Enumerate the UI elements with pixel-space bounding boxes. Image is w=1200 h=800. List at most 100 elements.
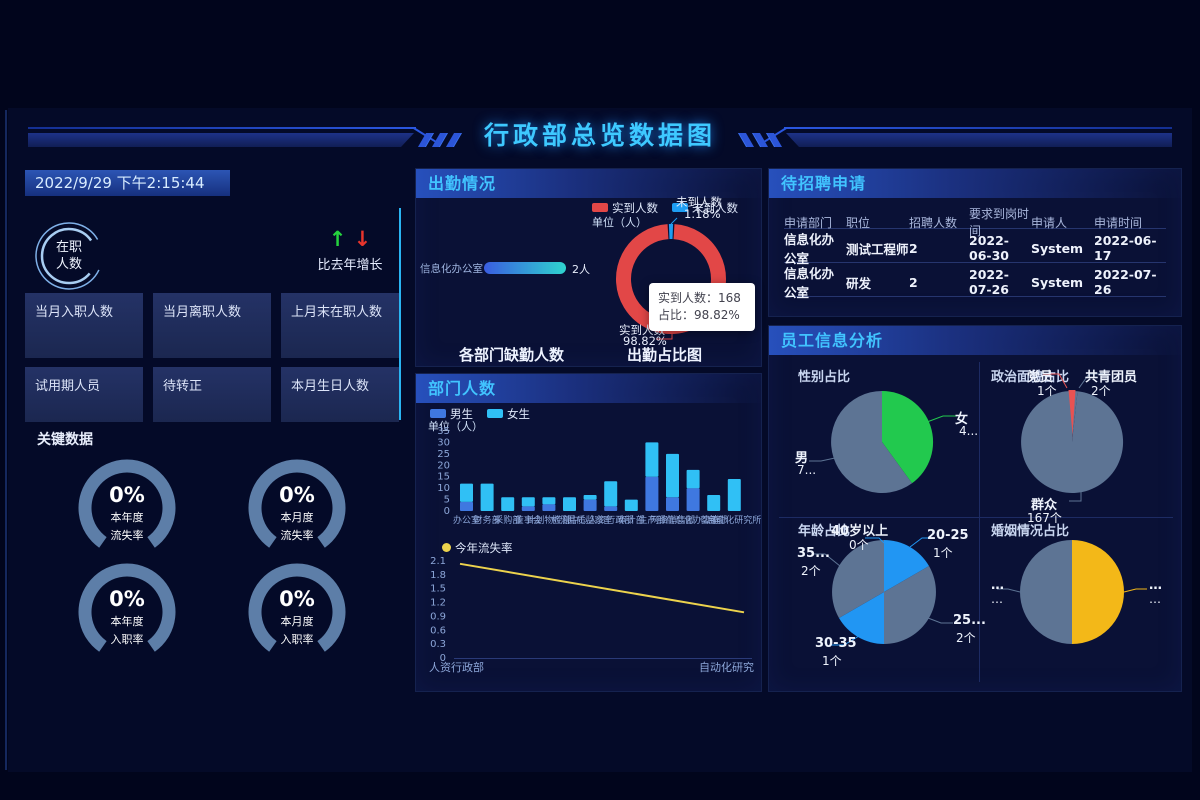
svg-text:网络销售部: 网络销售部 xyxy=(650,514,695,526)
recruitment-panel: 待招聘申请 申请部门 职位 招聘人数 要求到岗时间 申请人 申请时间 信息化办公… xyxy=(768,168,1182,317)
vertical-divider xyxy=(979,362,980,682)
svg-text:品质监察室: 品质监察室 xyxy=(568,514,613,526)
table-header-row: 申请部门 职位 招聘人数 要求到岗时间 申请人 申请时间 xyxy=(784,205,1166,238)
horizontal-divider xyxy=(779,517,1173,518)
political-pie-chart[interactable] xyxy=(979,362,1179,517)
bar-legend: 男生 女生 xyxy=(430,406,530,422)
key-data-heading: 关键数据 xyxy=(37,432,93,448)
age-pie-chart[interactable] xyxy=(779,517,979,683)
column-header: 申请部门 xyxy=(784,215,833,230)
stat-card-label: 当月入职人数 xyxy=(35,305,114,320)
gauge-yearly-attrition[interactable]: 0% 本年度 流失率 xyxy=(72,453,182,563)
gauge-value: 0% xyxy=(279,483,315,507)
gauge-metric: 入职率 xyxy=(110,633,144,646)
gauge-monthly-hiring[interactable]: 0% 本月度 入职率 xyxy=(242,557,352,667)
stat-card-probation[interactable]: 试用期人员 xyxy=(25,367,143,422)
absence-bar[interactable] xyxy=(484,262,566,274)
svg-text:0.9: 0.9 xyxy=(430,611,446,622)
stat-card-last-month-headcount[interactable]: 上月末在职人数 xyxy=(281,293,399,358)
legend-item-male[interactable]: 男生 xyxy=(430,406,473,422)
gauge-period: 本年度 xyxy=(110,615,144,628)
employee-panel-header: 员工信息分析 xyxy=(769,326,1181,355)
arrow-down-icon: ↓ xyxy=(353,227,372,251)
quadrant-title-age: 年龄占比 xyxy=(798,524,851,539)
svg-text:1.5: 1.5 xyxy=(430,584,446,595)
onduty-label-line1: 在职 xyxy=(55,240,82,255)
panel-title: 出勤情况 xyxy=(428,174,497,193)
onduty-circle-decoration xyxy=(35,222,100,290)
table-cell: 2022-06-30 xyxy=(969,233,1009,263)
legend-label: 未到人数 xyxy=(692,201,738,215)
donut-pct-absent: 1.18% xyxy=(684,207,721,221)
recruit-table-body: 信息化办公室 测试工程师 2 2022-06-30 System 2022-06-17 信息… xyxy=(784,228,1166,300)
absence-bar-category: 信息化办公室 xyxy=(420,263,483,275)
attrition-line-chart[interactable]: 0 0.3 0.6 0.9 1.2 1.5 1.8 2.1 人资行政部 自动化研究 xyxy=(416,554,761,689)
svg-text:信息化办公室: 信息化办公室 xyxy=(666,514,720,526)
gauge-period: 本月度 xyxy=(280,615,314,628)
table-cell: System xyxy=(1031,274,1084,290)
svg-text:2.1: 2.1 xyxy=(430,556,446,567)
gauge-yearly-hiring[interactable]: 0% 本年度 入职率 xyxy=(72,557,182,667)
donut-legend: 实到人数 未到人数 xyxy=(592,200,738,216)
svg-text:人资行政部: 人资行政部 xyxy=(588,514,633,526)
legend-item-attrition[interactable]: 今年流失率 xyxy=(442,540,513,556)
svg-text:生产部: 生产部 xyxy=(638,514,665,526)
svg-text:30: 30 xyxy=(437,437,450,448)
unit-label: 单位（人） xyxy=(428,420,483,433)
table-cell: 2022-07-26 xyxy=(969,267,1009,297)
absence-bar-value: 2人 xyxy=(572,263,590,276)
stat-card-label: 试用期人员 xyxy=(35,379,101,394)
svg-text:检测中心: 检测中心 xyxy=(551,514,587,526)
stat-card-left-this-month[interactable]: 当月离职人数 xyxy=(153,293,271,358)
svg-text:0.3: 0.3 xyxy=(430,639,446,650)
svg-text:财务部: 财务部 xyxy=(474,514,501,526)
svg-text:人资行政部: 人资行政部 xyxy=(429,660,484,674)
svg-text:0: 0 xyxy=(444,506,450,517)
gauge-metric: 流失率 xyxy=(110,529,144,542)
column-header: 申请时间 xyxy=(1094,215,1143,230)
svg-text:0: 0 xyxy=(440,653,446,664)
column-header: 申请人 xyxy=(1031,215,1068,230)
table-row[interactable]: 信息化办公室 研发 2 2022-07-26 System 2022-07-26 xyxy=(784,262,1166,300)
marital-pie-chart[interactable] xyxy=(979,517,1179,683)
column-header: 要求到岗时间 xyxy=(969,207,1030,238)
department-panel-header: 部门人数 xyxy=(416,374,761,403)
tooltip-line1: 实到人数：168 xyxy=(658,291,741,305)
svg-text:1.8: 1.8 xyxy=(430,570,446,581)
stat-card-pending-regularization[interactable]: 待转正 xyxy=(153,367,271,422)
gauge-value: 0% xyxy=(109,483,145,507)
gauge-metric: 流失率 xyxy=(280,529,314,542)
svg-text:自动化研究: 自动化研究 xyxy=(699,660,754,674)
stat-card-birthdays[interactable]: 本月生日人数 xyxy=(281,367,399,422)
table-cell: 2022-06-17 xyxy=(1094,233,1157,263)
svg-text:1.2: 1.2 xyxy=(430,598,446,609)
legend-item-absent[interactable]: 未到人数 xyxy=(672,200,738,216)
chart-tooltip: 实到人数：168 占比：98.82% xyxy=(649,283,755,331)
quadrant-title-marital: 婚姻情况占比 xyxy=(991,524,1070,539)
svg-text:自动化研究所: 自动化研究所 xyxy=(707,514,761,526)
svg-text:15: 15 xyxy=(437,472,450,483)
onduty-label-line2: 人数 xyxy=(55,257,82,272)
legend-label: 男生 xyxy=(450,407,473,421)
gender-pie-chart[interactable] xyxy=(779,362,979,517)
caption-attendance-donut: 出勤占比图 xyxy=(627,346,703,364)
gauge-metric: 入职率 xyxy=(280,633,314,646)
table-row[interactable]: 信息化办公室 测试工程师 2 2022-06-30 System 2022-06-17 xyxy=(784,228,1166,266)
table-cell: 信息化办公室 xyxy=(784,232,835,266)
stat-card-hired-this-month[interactable]: 当月入职人数 xyxy=(25,293,143,358)
legend-item-female[interactable]: 女生 xyxy=(487,406,530,422)
table-cell: 2022-07-26 xyxy=(1094,267,1157,297)
legend-item-present[interactable]: 实到人数 xyxy=(592,200,658,216)
column-header: 职位 xyxy=(846,215,871,230)
vertical-accent-line xyxy=(399,208,401,420)
tooltip-line2: 占比：98.82% xyxy=(658,308,740,322)
arrow-up-icon: ↑ xyxy=(328,227,347,251)
quadrant-title-gender: 性别占比 xyxy=(798,370,851,385)
donut-pct-present: 98.82% xyxy=(623,334,667,348)
donut-label-absent: 未到人数 xyxy=(676,195,722,209)
svg-text:计划物控部: 计划物控部 xyxy=(526,514,571,526)
svg-text:审计部: 审计部 xyxy=(618,514,645,526)
gauge-monthly-attrition[interactable]: 0% 本月度 流失率 xyxy=(242,453,352,563)
recruitment-panel-header: 待招聘申请 xyxy=(769,169,1181,198)
